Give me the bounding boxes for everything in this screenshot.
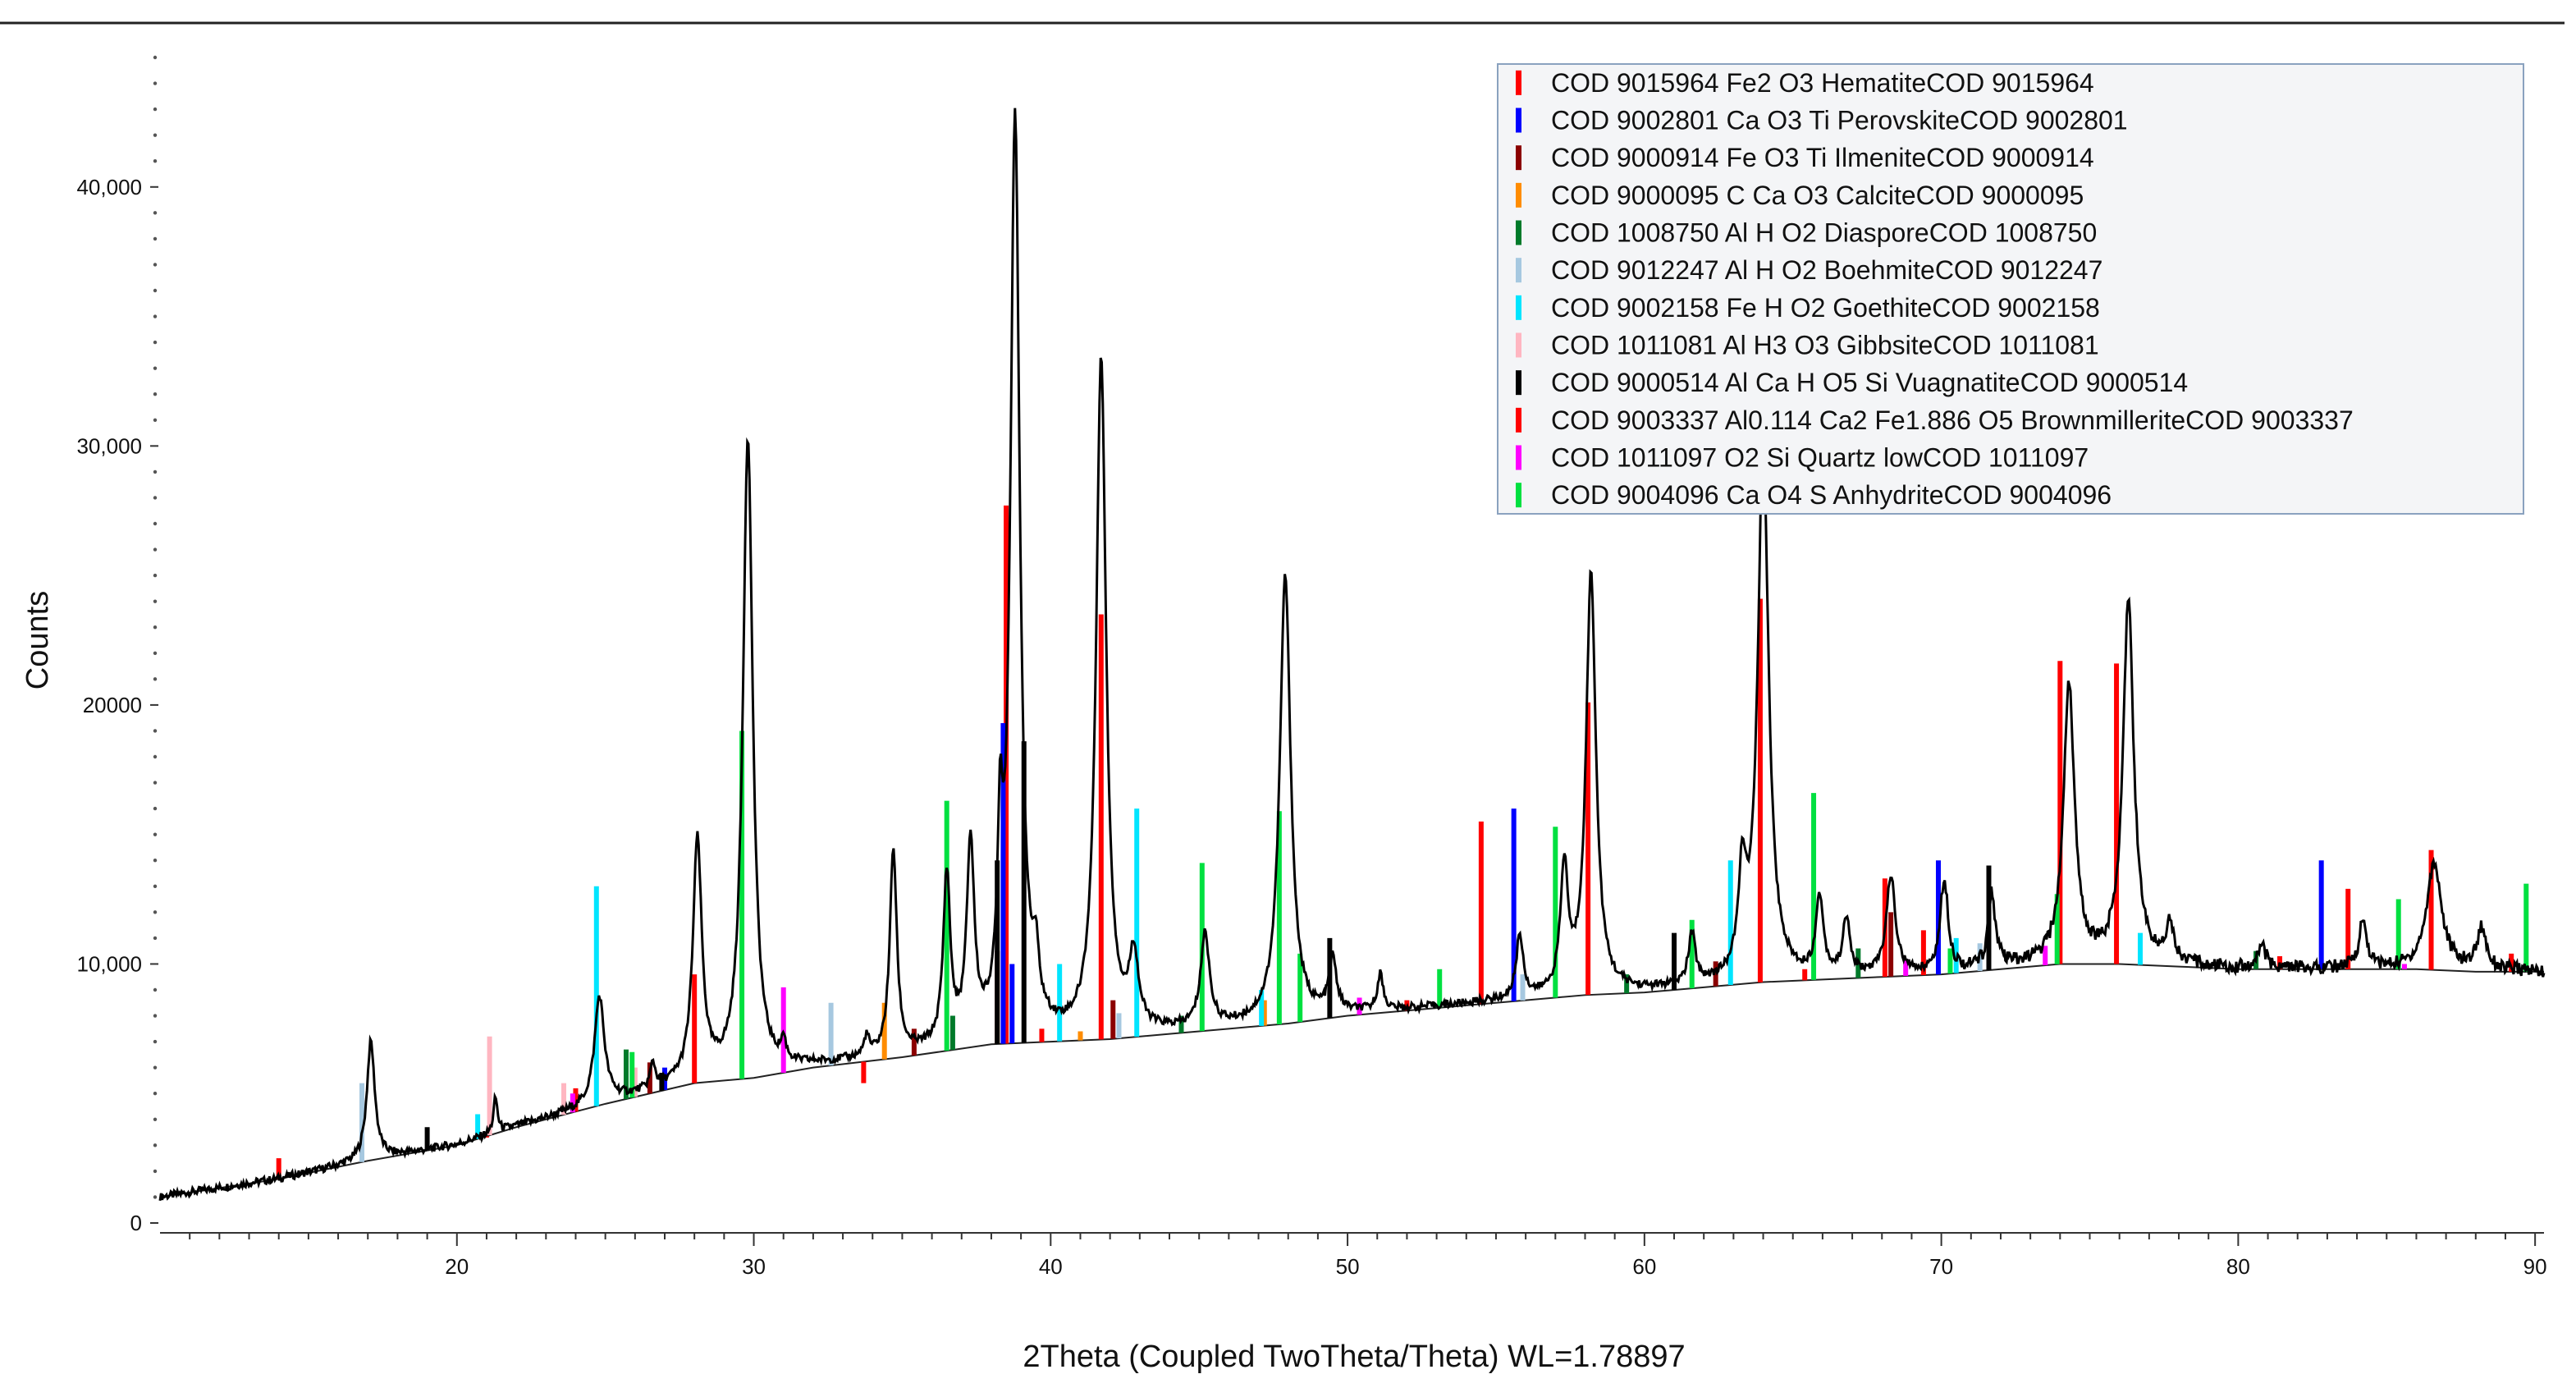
y-minor-tick xyxy=(153,781,158,785)
legend-entry: COD 9002158 Fe H O2 GoethiteCOD 9002158 xyxy=(1551,293,2100,323)
y-minor-tick xyxy=(153,340,158,345)
y-minor-tick xyxy=(153,81,158,85)
x-tick-label: 60 xyxy=(1632,1254,1656,1279)
y-minor-tick xyxy=(153,987,158,992)
y-minor-tick xyxy=(153,729,158,733)
legend-swatch xyxy=(1516,370,1521,396)
y-minor-tick xyxy=(153,754,158,759)
y-minor-tick xyxy=(153,1039,158,1044)
y-minor-tick xyxy=(153,651,158,655)
x-tick-label: 20 xyxy=(445,1254,469,1279)
legend-entry: COD 9003337 Al0.114 Ca2 Fe1.886 O5 Brown… xyxy=(1551,405,2354,435)
x-tick-label: 50 xyxy=(1336,1254,1360,1279)
y-minor-tick xyxy=(153,55,158,60)
y-minor-tick xyxy=(153,211,158,215)
y-minor-tick xyxy=(153,832,158,836)
legend-swatch xyxy=(1516,445,1521,470)
legend-swatch xyxy=(1516,70,1521,95)
x-tick-label: 40 xyxy=(1039,1254,1063,1279)
diffraction-curve xyxy=(158,108,2546,1202)
y-minor-tick xyxy=(153,159,158,163)
legend-entry: COD 9002801 Ca O3 Ti PerovskiteCOD 90028… xyxy=(1551,106,2128,135)
legend-entry: COD 9004096 Ca O4 S AnhydriteCOD 9004096 xyxy=(1551,480,2112,510)
y-tick-label: 20000 xyxy=(83,693,142,717)
y-minor-tick xyxy=(153,625,158,630)
y-minor-tick xyxy=(153,599,158,603)
y-tick-label: 40,000 xyxy=(76,175,142,199)
y-minor-tick xyxy=(153,418,158,422)
y-minor-tick xyxy=(153,469,158,474)
y-minor-tick xyxy=(153,366,158,370)
legend-entry: COD 9015964 Fe2 O3 HematiteCOD 9015964 xyxy=(1551,68,2094,98)
legend-entry: COD 1008750 Al H O2 DiasporeCOD 1008750 xyxy=(1551,218,2097,248)
y-minor-tick xyxy=(153,859,158,863)
legend-entry: COD 9012247 Al H O2 BoehmiteCOD 9012247 xyxy=(1551,255,2102,285)
y-minor-tick xyxy=(153,1143,158,1147)
y-minor-tick xyxy=(153,806,158,811)
y-axis-title: Counts xyxy=(21,591,55,689)
legend-swatch xyxy=(1516,182,1521,208)
legend-swatch xyxy=(1516,483,1521,508)
legend-swatch xyxy=(1516,145,1521,171)
x-tick-label: 80 xyxy=(2226,1254,2250,1279)
x-tick-label: 30 xyxy=(742,1254,766,1279)
y-minor-tick xyxy=(153,573,158,578)
x-axis: 20 30 40 50 60 70 80 90 xyxy=(160,1232,2547,1279)
legend-entry: COD 9000095 C Ca O3 CalciteCOD 9000095 xyxy=(1551,181,2084,210)
y-axis: 0 10,000 20000 30,000 40,000 xyxy=(76,55,158,1235)
y-tick-label: 30,000 xyxy=(76,433,142,458)
y-minor-tick xyxy=(153,1014,158,1018)
y-minor-tick xyxy=(153,521,158,526)
y-minor-tick xyxy=(153,314,158,318)
legend-swatch xyxy=(1516,258,1521,283)
y-minor-tick xyxy=(153,1195,158,1199)
y-minor-tick xyxy=(153,1117,158,1121)
legend-swatch xyxy=(1516,407,1521,433)
legend-swatch xyxy=(1516,108,1521,133)
background-fill xyxy=(160,964,2544,1223)
y-minor-tick xyxy=(153,1169,158,1174)
y-minor-tick xyxy=(153,263,158,267)
y-tick-label: 10,000 xyxy=(76,951,142,976)
y-minor-tick xyxy=(153,236,158,241)
legend-box xyxy=(1497,63,2524,515)
legend-entry: COD 9000914 Fe O3 Ti IlmeniteCOD 9000914 xyxy=(1551,143,2094,172)
y-minor-tick xyxy=(153,133,158,137)
y-minor-tick xyxy=(153,910,158,914)
y-minor-tick xyxy=(153,392,158,396)
y-minor-tick xyxy=(153,547,158,552)
legend-swatch xyxy=(1516,295,1521,320)
y-minor-tick xyxy=(153,107,158,112)
x-tick-label: 70 xyxy=(1929,1254,1953,1279)
y-tick-label: 0 xyxy=(130,1211,142,1235)
y-minor-tick xyxy=(153,936,158,941)
legend: COD 9015964 Fe2 O3 HematiteCOD 9015964 CO… xyxy=(1497,63,2524,515)
legend-swatch xyxy=(1516,332,1521,358)
y-minor-tick xyxy=(153,496,158,500)
x-axis-title: 2Theta (Coupled TwoTheta/Theta) WL=1.788… xyxy=(1023,1340,1685,1374)
legend-entry: COD 1011097 O2 Si Quartz lowCOD 1011097 xyxy=(1551,443,2089,473)
background-area xyxy=(159,963,2544,1223)
y-minor-tick xyxy=(153,288,158,293)
legend-entry: COD 9000514 Al Ca H O5 Si VuagnatiteCOD … xyxy=(1551,368,2188,397)
legend-entry: COD 1011081 Al H3 O3 GibbsiteCOD 1011081 xyxy=(1551,331,2099,360)
y-minor-tick xyxy=(153,677,158,681)
y-minor-tick xyxy=(153,1092,158,1096)
y-minor-tick xyxy=(153,1065,158,1070)
y-minor-tick xyxy=(153,884,158,888)
x-tick-label: 90 xyxy=(2523,1254,2547,1279)
legend-swatch xyxy=(1516,220,1521,245)
